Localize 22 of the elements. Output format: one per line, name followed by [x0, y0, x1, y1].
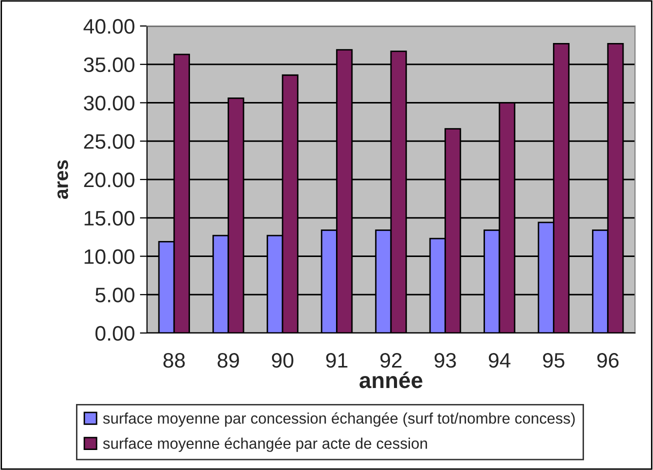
x-tick-label: 92 [380, 352, 402, 368]
x-tick-label: 96 [597, 352, 619, 368]
y-tick-label: 10.00 [84, 249, 134, 264]
x-tick-label: 88 [163, 352, 185, 368]
y-tick-label: 25.00 [84, 134, 134, 149]
x-tick-label: 90 [272, 352, 294, 368]
y-tick-label: 30.00 [84, 96, 134, 111]
y-tick-label: 0.00 [95, 326, 134, 341]
x-tick-label: 93 [434, 352, 456, 368]
x-tick-label: 91 [326, 352, 348, 368]
y-tick-label: 40.00 [84, 19, 134, 34]
legend-label: surface moyenne par concession échangée (surf tot/nombre concess) [103, 412, 575, 427]
x-tick-label: 89 [218, 352, 239, 368]
x-tick-label: 95 [543, 352, 564, 368]
y-tick-label: 15.00 [84, 210, 134, 226]
y-axis-title: ares [57, 160, 68, 199]
x-axis-title: année [360, 372, 422, 388]
legend-label: surface moyenne échangée par acte de cession [103, 437, 427, 452]
x-tick-label: 94 [488, 352, 510, 368]
y-tick-label: 5.00 [95, 288, 134, 302]
y-tick-label: 35.00 [84, 57, 134, 72]
y-tick-label: 20.00 [84, 172, 134, 188]
